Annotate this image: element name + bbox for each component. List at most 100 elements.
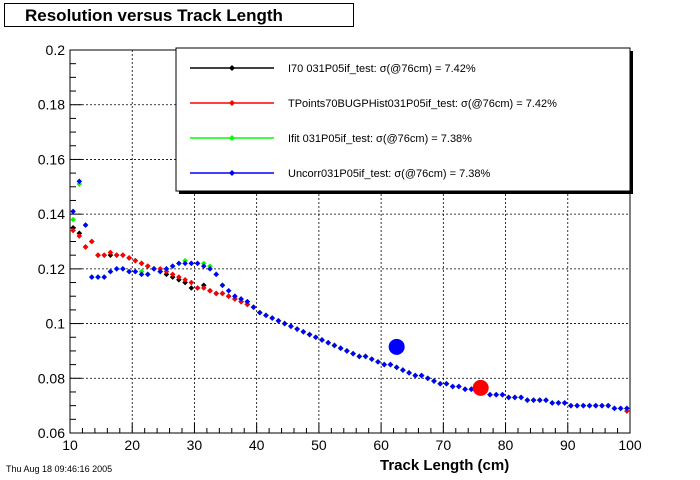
- legend-label-4: Uncorr031P05if_test: σ(@76cm) = 7.38%: [288, 168, 491, 180]
- data-point-series-2: [200, 285, 207, 291]
- chart-title: Resolution versus Track Length: [4, 3, 354, 27]
- data-point-series-4: [561, 400, 568, 406]
- data-point-series-4: [400, 367, 406, 373]
- data-point-series-2: [144, 263, 151, 269]
- data-point-series-4: [294, 326, 300, 332]
- legend-marker-2: [229, 100, 235, 106]
- data-point-series-4: [288, 323, 294, 330]
- x-tick-label: 100: [618, 437, 642, 453]
- y-tick-label: 0.1: [46, 316, 66, 332]
- y-tick-label: 0.18: [38, 97, 65, 113]
- data-point-series-4: [151, 266, 157, 272]
- y-tick-label: 0.2: [46, 42, 66, 58]
- data-point-series-2: [219, 290, 226, 297]
- data-point-series-4: [182, 260, 188, 267]
- data-point-series-4: [219, 282, 226, 289]
- data-point-series-1: [188, 285, 195, 291]
- data-point-series-2: [113, 252, 120, 258]
- legend-marker-3: [229, 135, 235, 141]
- x-tick-label: 50: [311, 437, 327, 453]
- data-point-series-4: [449, 383, 456, 390]
- data-point-series-4: [281, 320, 288, 327]
- data-point-series-4: [431, 378, 437, 384]
- data-point-series-4: [213, 271, 220, 278]
- data-point-series-2: [188, 279, 195, 286]
- data-point-series-4: [387, 361, 394, 368]
- data-point-series-4: [462, 386, 468, 393]
- highlight-point-1: [388, 338, 405, 355]
- data-point-series-4: [518, 394, 524, 401]
- data-point-series-4: [568, 402, 574, 409]
- data-point-series-4: [169, 263, 176, 269]
- data-point-series-4: [512, 394, 518, 401]
- data-point-series-4: [312, 334, 319, 341]
- data-point-series-2: [82, 244, 89, 250]
- data-point-series-4: [263, 312, 269, 319]
- x-tick-label: 30: [187, 437, 203, 453]
- data-point-series-4: [592, 402, 599, 409]
- x-tick-label: 40: [249, 437, 265, 453]
- data-point-series-3: [70, 216, 76, 223]
- data-point-series-2: [70, 227, 76, 234]
- data-point-series-2: [76, 233, 83, 239]
- data-point-series-4: [76, 178, 83, 185]
- data-point-series-4: [393, 364, 400, 371]
- data-point-series-4: [113, 266, 120, 272]
- data-point-series-4: [530, 397, 537, 403]
- y-tick-label: 0.14: [38, 206, 65, 222]
- data-point-series-4: [375, 359, 381, 365]
- data-point-series-2: [132, 257, 139, 264]
- data-point-series-4: [300, 328, 307, 335]
- data-point-series-4: [188, 260, 195, 267]
- data-point-series-2: [88, 238, 95, 245]
- data-point-series-4: [362, 353, 369, 360]
- y-tick-label: 0.12: [38, 261, 65, 277]
- data-point-series-2: [138, 260, 145, 267]
- data-point-series-2: [207, 287, 213, 294]
- data-point-series-2: [169, 271, 176, 278]
- data-point-series-4: [536, 397, 543, 403]
- data-point-series-4: [624, 405, 630, 412]
- data-point-series-4: [499, 391, 506, 398]
- y-tick-label: 0.08: [38, 370, 65, 386]
- legend-label-3: Ifit 031P05if_test: σ(@76cm) = 7.38%: [288, 133, 472, 145]
- data-point-series-4: [325, 339, 332, 346]
- data-point-series-4: [555, 400, 562, 406]
- data-point-series-4: [176, 260, 182, 267]
- data-point-series-4: [88, 274, 95, 280]
- data-point-series-2: [107, 249, 114, 256]
- data-point-series-4: [244, 298, 251, 305]
- data-point-series-4: [424, 375, 431, 382]
- data-point-series-4: [82, 222, 89, 228]
- data-point-series-4: [543, 397, 549, 403]
- data-point-series-4: [456, 383, 462, 390]
- data-point-series-4: [549, 400, 556, 406]
- data-point-series-4: [617, 405, 624, 412]
- x-axis-label: Track Length (cm): [380, 457, 510, 474]
- data-point-series-4: [412, 372, 419, 379]
- data-point-series-4: [132, 268, 139, 275]
- data-point-series-4: [580, 402, 587, 409]
- x-tick-label: 60: [373, 437, 389, 453]
- data-point-series-2: [120, 252, 126, 258]
- data-point-series-4: [95, 274, 101, 280]
- x-tick-label: 10: [62, 437, 78, 453]
- data-point-series-4: [138, 271, 145, 278]
- data-point-series-4: [101, 274, 108, 280]
- data-point-series-4: [120, 266, 126, 272]
- data-point-series-4: [225, 287, 232, 294]
- data-point-series-2: [101, 252, 108, 258]
- data-point-series-4: [269, 315, 276, 321]
- data-point-series-4: [505, 394, 512, 401]
- data-point-series-4: [586, 402, 593, 409]
- data-point-series-4: [599, 402, 605, 409]
- legend-label-2: TPoints70BUGPHist031P05if_test: σ(@76cm)…: [288, 98, 557, 110]
- data-point-series-4: [574, 402, 580, 409]
- data-point-series-2: [176, 274, 182, 280]
- data-point-series-2: [213, 290, 220, 297]
- y-tick-label: 0.16: [38, 151, 65, 167]
- data-point-series-4: [126, 268, 132, 275]
- data-point-series-4: [344, 348, 350, 354]
- highlight-point-2: [472, 379, 489, 396]
